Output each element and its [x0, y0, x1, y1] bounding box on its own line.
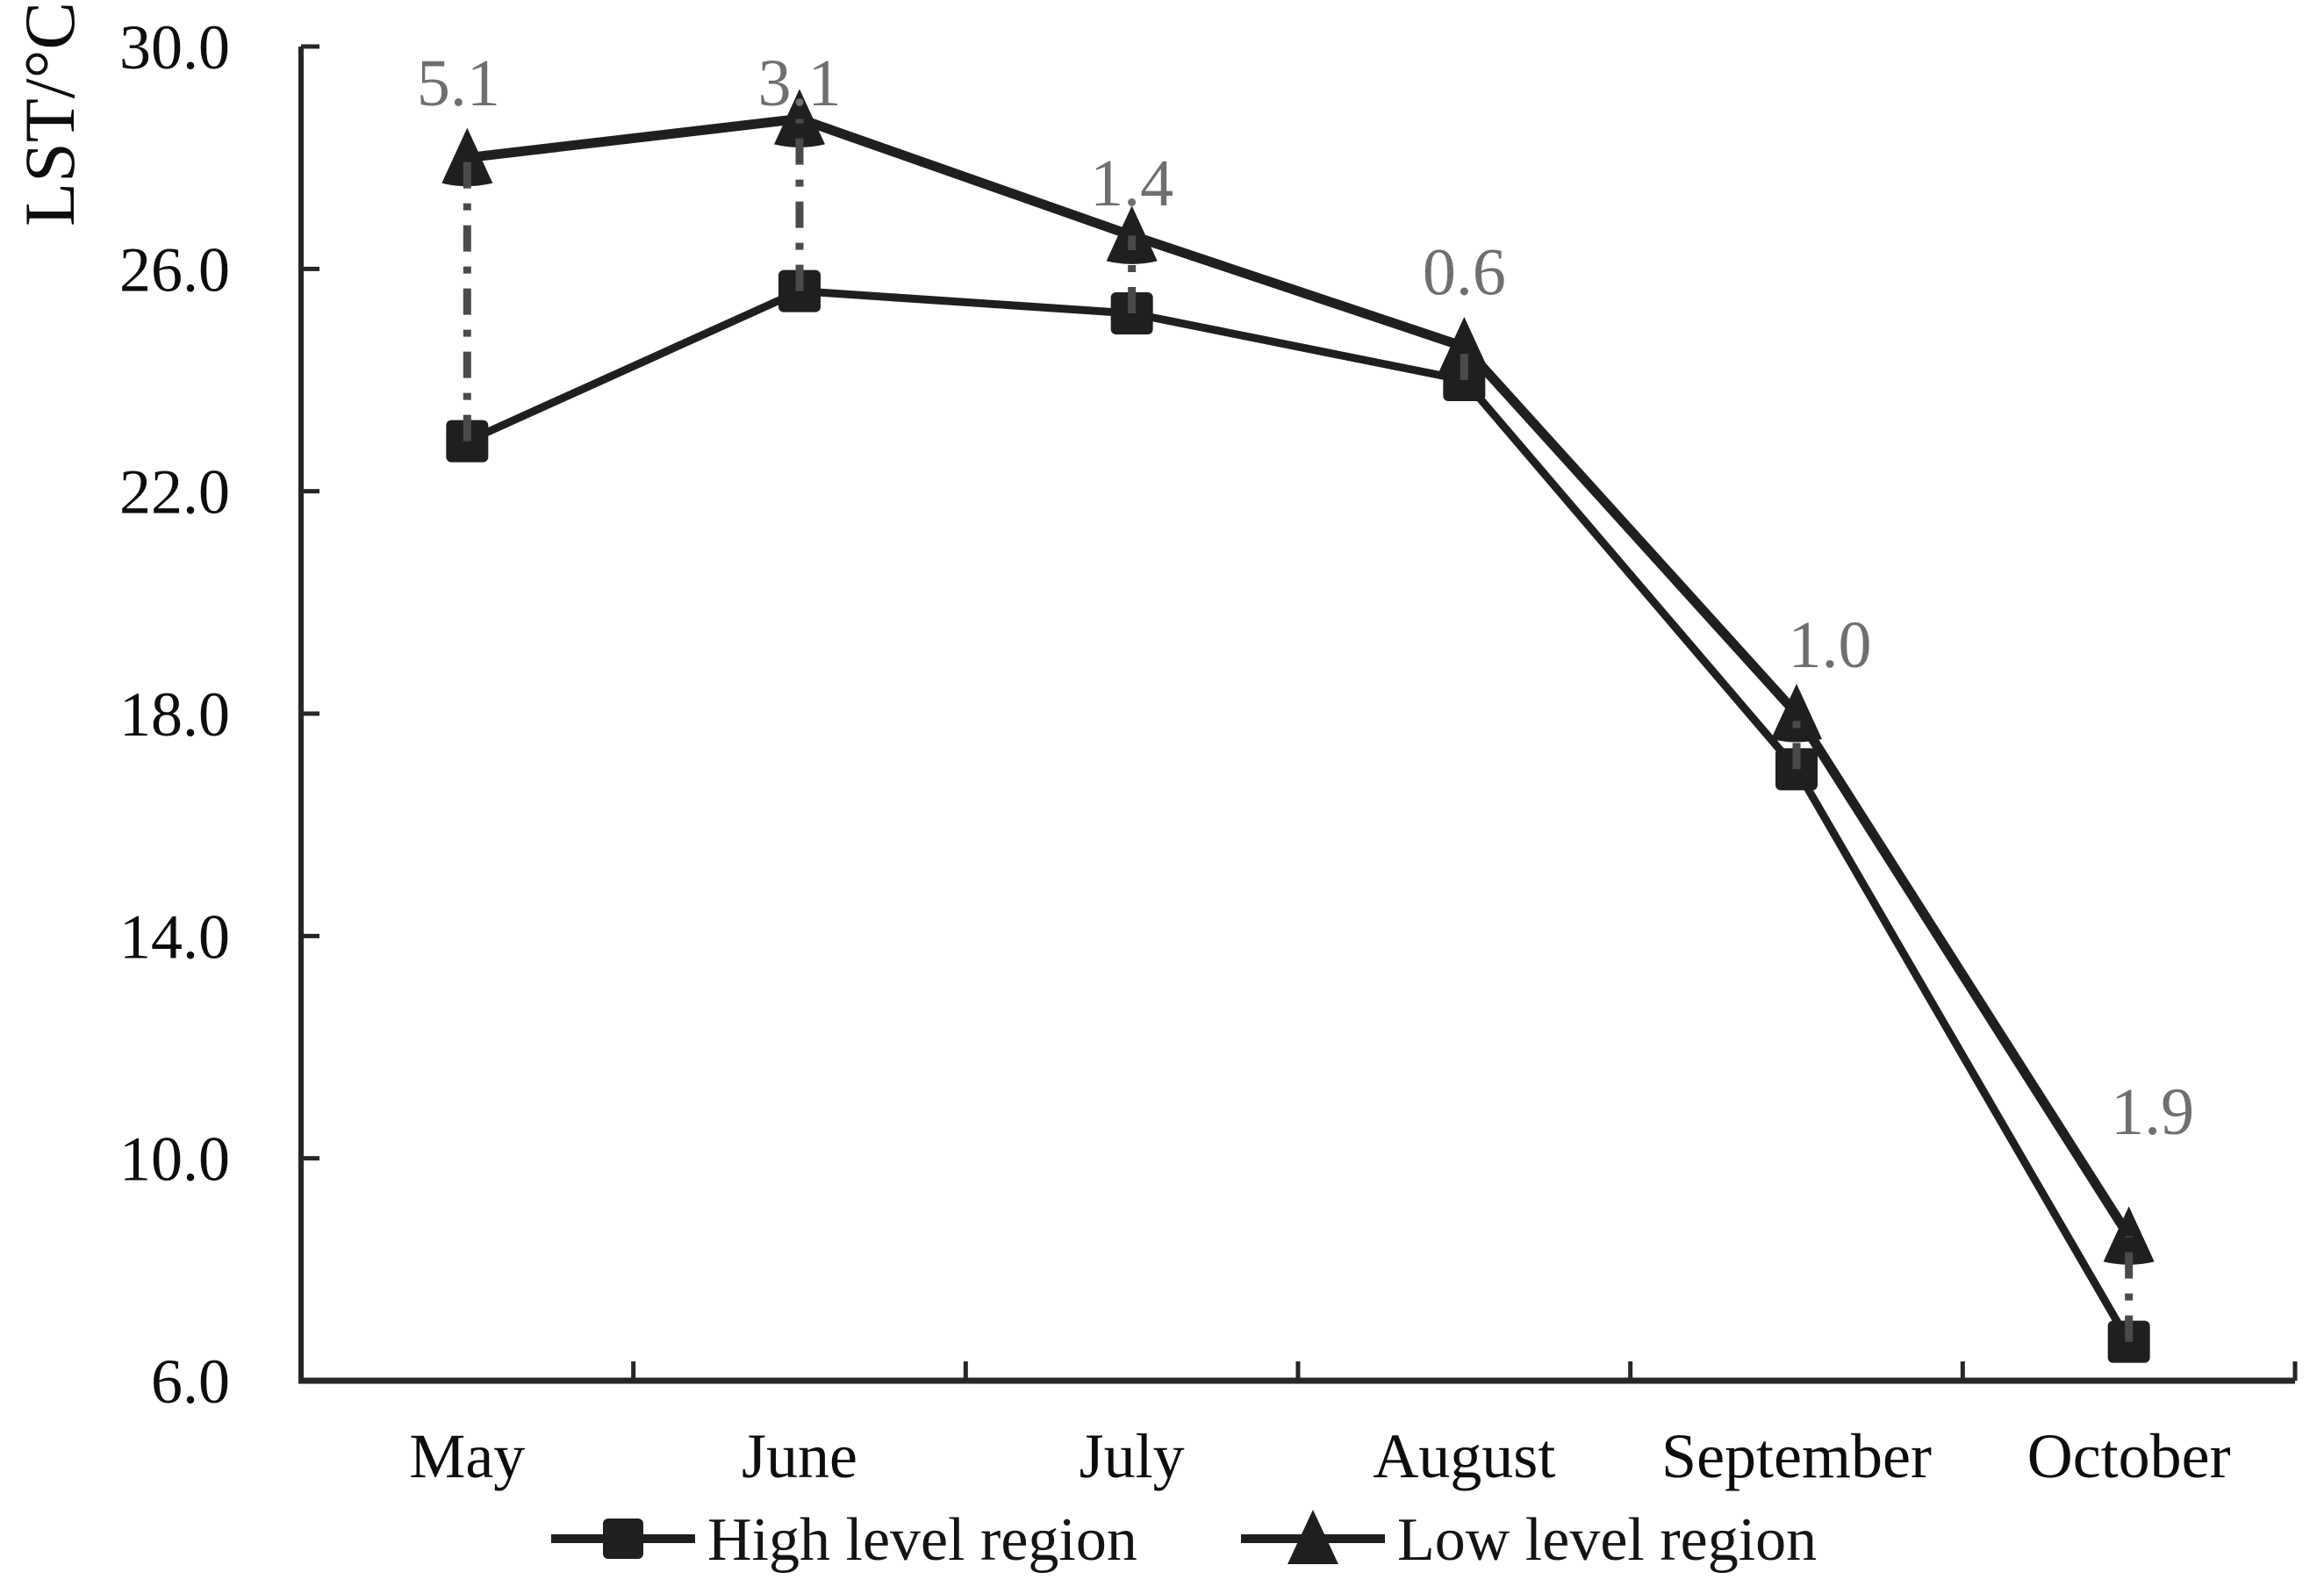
x-axis-month-label: May: [409, 1421, 525, 1491]
plot-area: 30.0 26.0 22.0 18.0 14.0 10.0 6.0 May June July Au…: [119, 12, 2298, 1491]
difference-label: 1.0: [1789, 608, 1872, 682]
legend-triangle-icon: [1288, 1510, 1338, 1564]
legend-item-low: Low level region: [1241, 1506, 1817, 1574]
marker-triangle: [1771, 684, 1822, 743]
marker-triangle: [774, 89, 825, 147]
difference-label: 1.9: [2111, 1075, 2194, 1149]
x-axis-month-label: October: [2027, 1421, 2231, 1491]
difference-label: 0.6: [1423, 236, 1506, 310]
legend-square-icon: [603, 1519, 643, 1559]
x-axis-month-label: June: [742, 1421, 857, 1491]
difference-label: 5.1: [417, 47, 500, 120]
legend: High level region Low level region: [551, 1506, 1817, 1574]
y-tick-label: 26.0: [119, 234, 230, 305]
series-line-triangle: [466, 113, 2134, 1239]
legend-label-high: High level region: [707, 1506, 1137, 1574]
y-tick-label: 18.0: [119, 679, 230, 750]
x-axis-month-label: August: [1373, 1421, 1555, 1491]
y-tick-label: 30.0: [119, 12, 230, 83]
marker-triangle: [2103, 1206, 2155, 1265]
x-axis-month-label: July: [1080, 1421, 1185, 1491]
marker-triangle: [1438, 317, 1490, 376]
y-tick-label: 10.0: [119, 1124, 230, 1195]
y-tick-label: 22.0: [119, 457, 230, 528]
difference-label: 3.1: [758, 47, 842, 120]
y-tick-label: 14.0: [119, 901, 230, 972]
difference-label: 1.4: [1090, 147, 1173, 220]
series-line-square: [465, 287, 2133, 1344]
y-axis-title: LST/°C: [10, 2, 90, 226]
marker-triangle: [1106, 205, 1158, 264]
x-axis-month-label: September: [1661, 1421, 1932, 1491]
marker-triangle: [441, 127, 493, 187]
y-tick-label: 6.0: [151, 1346, 230, 1417]
legend-label-low: Low level region: [1397, 1506, 1817, 1574]
legend-item-high: High level region: [551, 1506, 1137, 1574]
